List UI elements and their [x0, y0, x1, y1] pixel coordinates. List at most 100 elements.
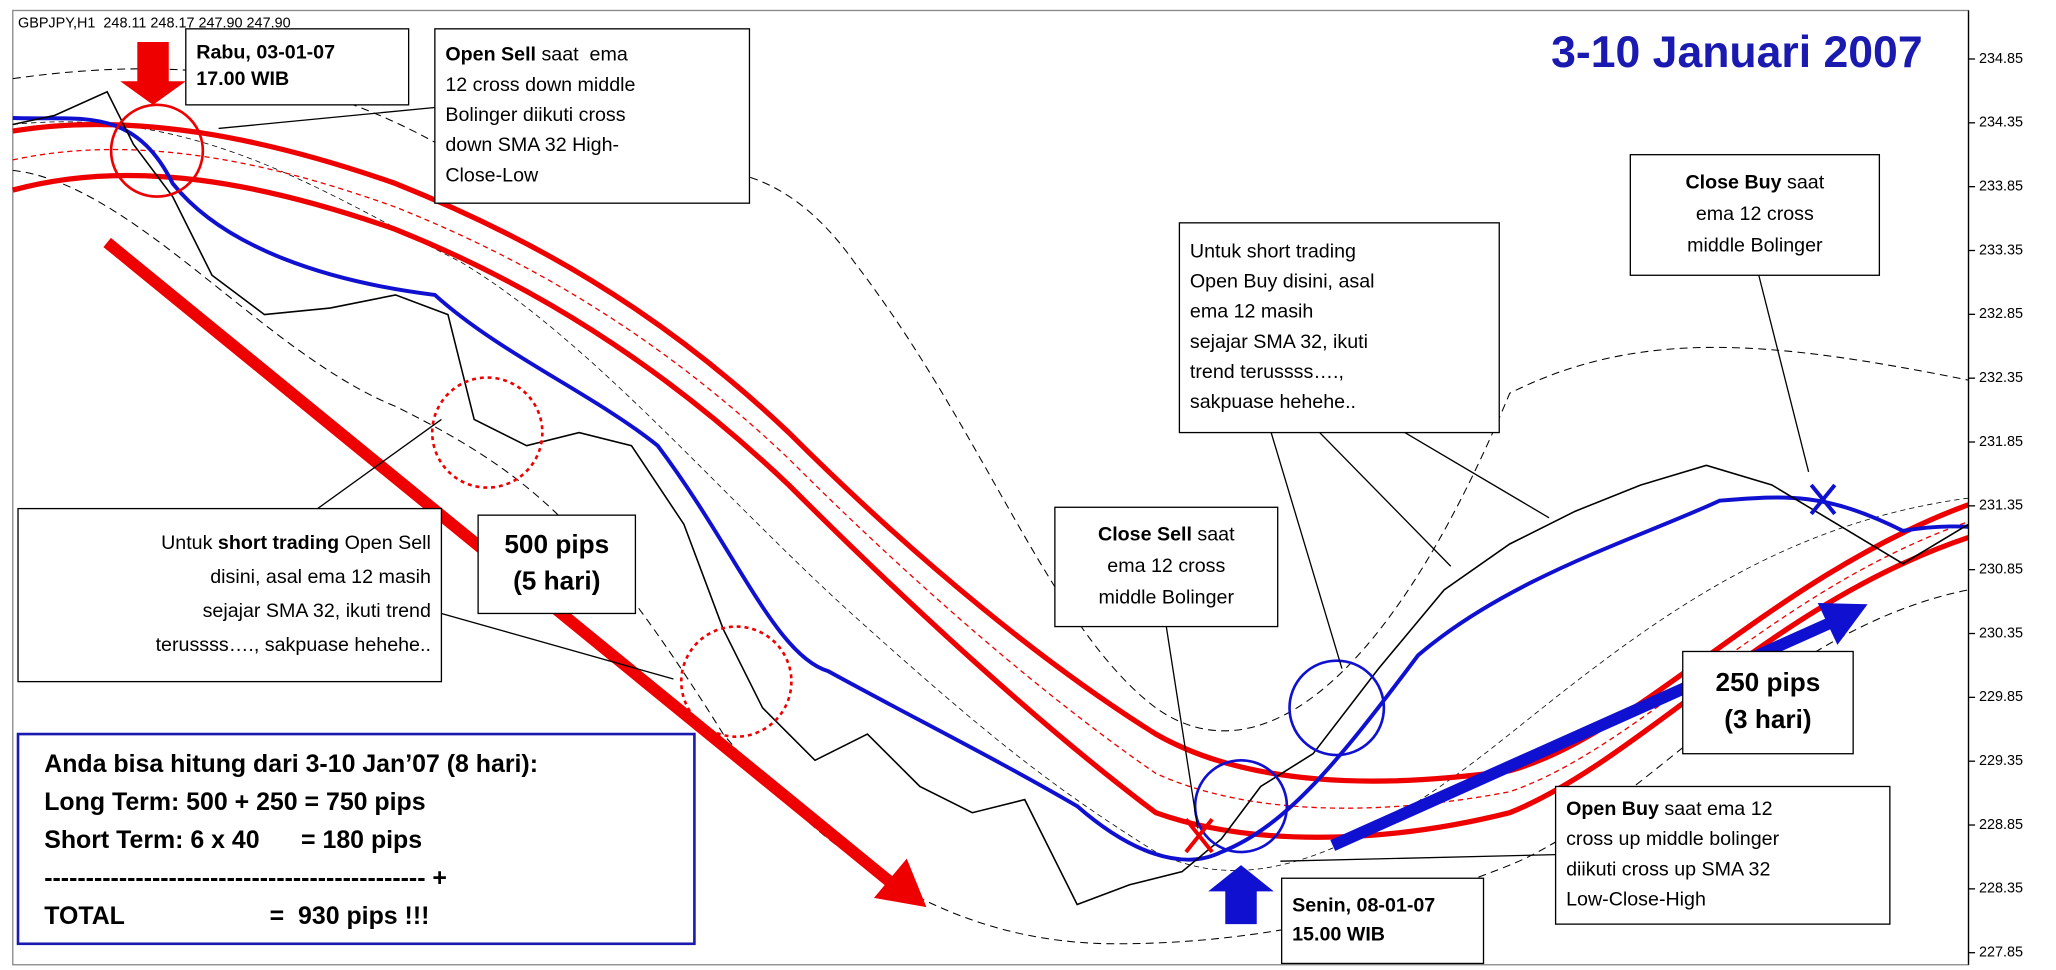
annotation-text: sakpuase hehehe.. [1190, 391, 1356, 413]
annotation-text: ema 12 cross [1696, 203, 1814, 225]
annotation-line: Untuk short trading Open Sell [161, 532, 431, 554]
annotation-line: Open Sell saat ema [445, 44, 628, 66]
annotation-box [17, 507, 443, 683]
annotation-line: Untuk short trading [1190, 241, 1356, 263]
annotation-text: saat ema [536, 44, 628, 66]
annotation-text: terussss…., sakpuase hehehe.. [156, 634, 431, 656]
annotation-line: diikuti cross up SMA 32 [1566, 859, 1770, 881]
annotation-text: saat ema 12 [1659, 798, 1773, 820]
annotation-text: Open Buy disini, asal [1190, 271, 1375, 293]
annotation-box [185, 28, 410, 106]
annotation-text: diikuti cross up SMA 32 [1566, 859, 1770, 881]
annotation-text: middle Bolinger [1099, 587, 1235, 609]
annotation-bold: (3 hari) [1724, 704, 1811, 734]
annotation-box [1178, 222, 1500, 434]
buy-entry-arrow [1208, 865, 1274, 925]
chart-title: 3-10 Januari 2007 [1551, 28, 1922, 77]
summary-line: Anda bisa hitung dari 3-10 Jan’07 (8 har… [44, 750, 538, 778]
annotation-line: middle Bolinger [1687, 235, 1823, 257]
annotation-line: 12 cross down middle [445, 74, 635, 96]
annotation-line: cross up middle bolinger [1566, 828, 1780, 850]
annotation-text: sejajar SMA 32, ikuti trend [203, 600, 431, 622]
sell-entry-arrow [120, 41, 186, 105]
annotation-line: Rabu, 03-01-07 [196, 42, 335, 64]
annotation-line: 500 pips [504, 529, 609, 559]
price-label: 233.35 [1979, 242, 2023, 258]
summary-line: TOTAL = 930 pips !!! [44, 902, 429, 930]
annotation-text: saat [1192, 524, 1235, 546]
annotation-text: Untuk short trading [1190, 241, 1356, 263]
price-label: 230.85 [1979, 561, 2023, 577]
annotation-bold: 250 pips [1716, 667, 1821, 697]
annotation-text: middle Bolinger [1687, 235, 1823, 257]
arrow-head [873, 858, 927, 908]
annotation-box [1554, 785, 1891, 925]
price-label: 231.85 [1979, 434, 2023, 450]
short-buy-circle [1288, 659, 1386, 757]
price-label: 227.85 [1979, 945, 2023, 961]
summary-line: ----------------------------------------… [44, 864, 447, 892]
price-label: 229.85 [1979, 689, 2023, 705]
price-label: 229.35 [1979, 753, 2023, 769]
annotation-line: (5 hari) [513, 566, 600, 596]
arrow-head [1817, 602, 1868, 645]
annotation-box [1280, 877, 1485, 965]
annotation-line: Low-Close-High [1566, 889, 1706, 911]
price-label: 230.35 [1979, 625, 2023, 641]
summary-line: Long Term: 500 + 250 = 750 pips [44, 788, 425, 816]
annotation-line: sejajar SMA 32, ikuti trend [203, 600, 431, 622]
annotation-text: Untuk [161, 532, 218, 554]
ema-12 [12, 116, 1969, 862]
close-sell-mark [1184, 818, 1214, 854]
annotation-box [1629, 154, 1881, 276]
price-label: 234.35 [1979, 115, 2023, 131]
annotation-bold: 500 pips [504, 529, 609, 559]
sell-circle [109, 103, 205, 198]
annotation-text: Open Sell [339, 532, 431, 554]
annotation-bold: Open Buy [1566, 798, 1659, 820]
bollinger-upper [12, 68, 1969, 732]
annotation-line: 17.00 WIB [196, 68, 289, 90]
annotation-bold: (5 hari) [513, 566, 600, 596]
close-buy-mark [1809, 483, 1837, 516]
price-label: 233.85 [1979, 178, 2023, 194]
annotation-box [434, 28, 751, 204]
buy-circle [1193, 758, 1289, 854]
annotation-text: 12 cross down middle [445, 74, 635, 96]
annotation-text: down SMA 32 High- [445, 134, 619, 156]
annotation-box [477, 514, 637, 615]
symbol-info: GBPJPY,H1 248.11 248.17 247.90 247.90 [18, 15, 291, 31]
annotation-bold: Close Buy [1685, 172, 1781, 194]
annotation-text: sejajar SMA 32, ikuti [1190, 331, 1368, 353]
price-label: 234.85 [1979, 51, 2023, 67]
annotation-line: sakpuase hehehe.. [1190, 391, 1356, 413]
annotation-line: ema 12 masih [1190, 301, 1313, 323]
price-line [12, 90, 1969, 906]
annotation-line: trend terussss…., [1190, 361, 1344, 383]
annotation-line: Open Buy saat ema 12 [1566, 798, 1772, 820]
annotation-text: Bolinger diikuti cross [445, 104, 625, 126]
price-label: 231.35 [1979, 498, 2023, 514]
price-label: 228.85 [1979, 817, 2023, 833]
annotation-box [1054, 506, 1279, 628]
price-label: 228.35 [1979, 881, 2023, 897]
annotation-text: Low-Close-High [1566, 889, 1706, 911]
annotation-line: Close Sell saat [1098, 524, 1235, 546]
annotation-text: disini, asal ema 12 masih [210, 566, 431, 588]
annotation-line: (3 hari) [1724, 704, 1811, 734]
annotation-line: down SMA 32 High- [445, 134, 619, 156]
pointers [218, 106, 1810, 862]
sma-low [12, 172, 1970, 840]
annotation-line: disini, asal ema 12 masih [210, 566, 431, 588]
annotation-line: Bolinger diikuti cross [445, 104, 625, 126]
sma-close [12, 148, 1969, 809]
annotation-line: Senin, 08-01-07 [1292, 895, 1435, 917]
annotation-bold: Rabu, 03-01-07 [196, 42, 335, 64]
price-label: 232.85 [1979, 306, 2023, 322]
annotation-bold: Open Sell [445, 44, 536, 66]
short-sell-circle [430, 376, 544, 489]
annotation-line: sejajar SMA 32, ikuti [1190, 331, 1368, 353]
annotation-line: 15.00 WIB [1292, 923, 1385, 945]
price-label: 232.35 [1979, 370, 2023, 386]
